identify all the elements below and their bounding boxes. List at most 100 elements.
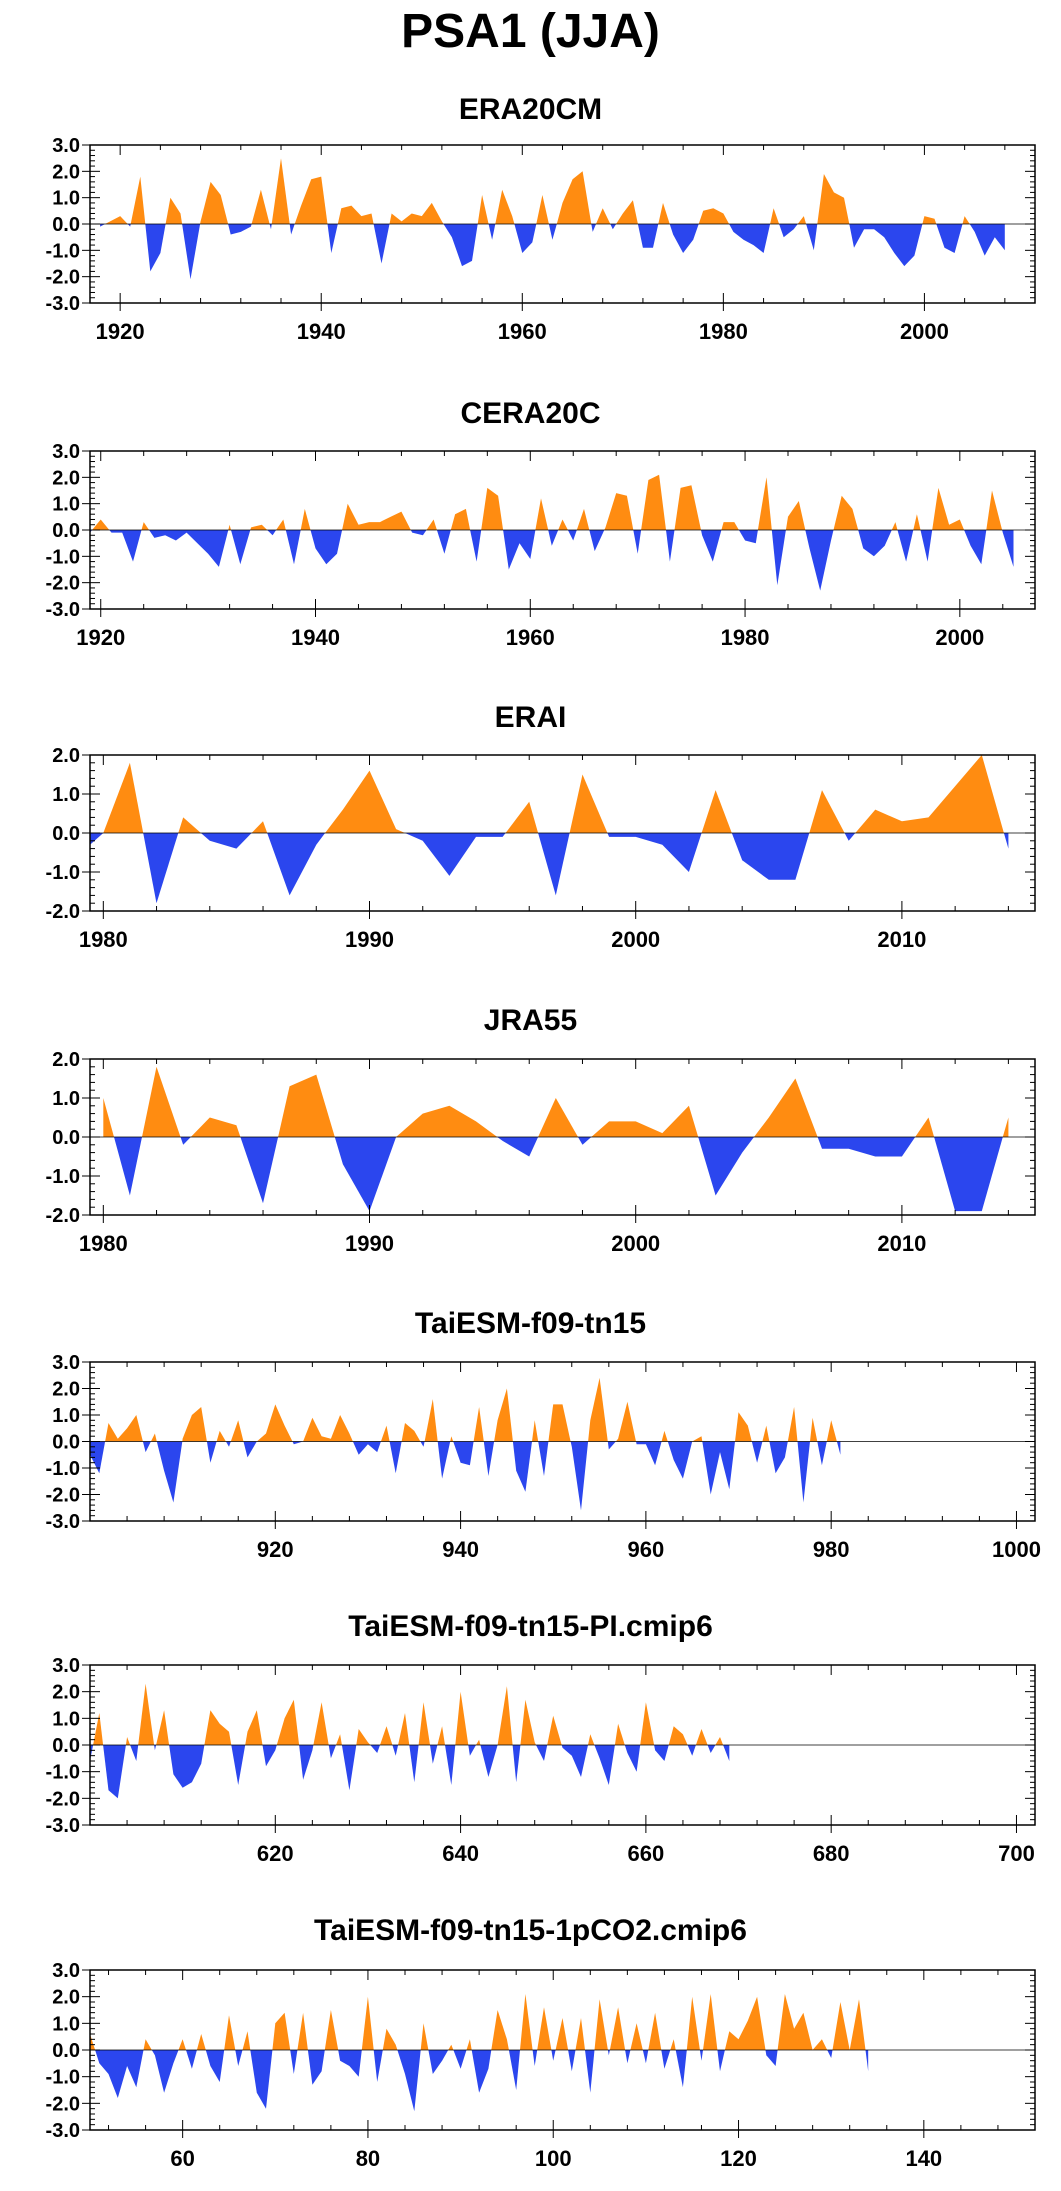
negative-area xyxy=(109,530,142,562)
y-tick-label: -1.0 xyxy=(46,546,80,568)
y-tick-label: 2.0 xyxy=(52,161,80,183)
negative-area xyxy=(567,530,577,541)
negative-area xyxy=(512,1441,532,1492)
negative-area xyxy=(405,833,506,876)
positive-area xyxy=(450,1436,454,1442)
positive-area xyxy=(103,762,144,833)
positive-area xyxy=(143,2039,152,2050)
y-tick-label: 2.0 xyxy=(52,1379,80,1401)
negative-area xyxy=(532,2050,538,2066)
positive-area xyxy=(648,2012,662,2050)
negative-area xyxy=(738,530,758,544)
negative-area xyxy=(267,530,277,536)
positive-area xyxy=(256,1404,293,1442)
negative-area xyxy=(578,1137,592,1145)
negative-area xyxy=(453,2050,467,2069)
positive-area xyxy=(614,1723,625,1745)
negative-area xyxy=(675,2050,687,2088)
positive-area xyxy=(150,1433,157,1442)
positive-area xyxy=(558,519,568,530)
negative-area xyxy=(503,530,536,570)
negative-area xyxy=(169,1745,205,1788)
x-tick-label: 660 xyxy=(628,1841,665,1866)
x-tick-label: 1940 xyxy=(291,625,340,650)
positive-area xyxy=(196,2034,206,2050)
positive-area xyxy=(668,1726,688,1745)
negative-area xyxy=(228,224,252,235)
positive-area xyxy=(686,1996,700,2050)
negative-area xyxy=(445,1745,456,1785)
positive-area xyxy=(448,2044,454,2050)
negative-area xyxy=(231,1745,246,1785)
y-tick-label: -1.0 xyxy=(46,240,80,262)
negative-area xyxy=(205,2050,225,2082)
negative-area xyxy=(267,833,326,896)
negative-area xyxy=(707,1745,716,1753)
positive-area xyxy=(426,519,437,530)
positive-area xyxy=(396,1105,498,1137)
positive-area xyxy=(520,1699,536,1745)
positive-area xyxy=(424,1399,438,1442)
positive-area xyxy=(556,171,592,224)
negative-area xyxy=(591,224,596,232)
positive-area xyxy=(278,1074,335,1137)
positive-area xyxy=(245,1710,263,1745)
negative-area xyxy=(667,1441,693,1479)
x-tick-label: 1000 xyxy=(992,1537,1041,1562)
x-tick-label: 140 xyxy=(905,2146,942,2171)
negative-area xyxy=(964,530,987,565)
positive-area xyxy=(575,2018,585,2050)
x-tick-label: 120 xyxy=(720,2146,757,2171)
positive-area xyxy=(735,1412,752,1442)
negative-area xyxy=(142,1441,151,1453)
panel-3: 2.0 1.0 0.0 -1.0 -2.0 1980 1990 2000 2010 xyxy=(46,1049,1036,1256)
negative-area xyxy=(1002,530,1014,567)
x-tick-label: 2000 xyxy=(611,927,660,952)
positive-area xyxy=(336,1734,342,1745)
panel-5: 3.0 2.0 1.0 0.0 -1.0 -2.0 -3.0 620 640 660 680 700 xyxy=(46,1655,1036,1866)
negative-area xyxy=(551,2050,556,2061)
y-tick-label: 3.0 xyxy=(52,1960,80,1982)
negative-area xyxy=(817,1441,827,1466)
positive-area xyxy=(762,1425,770,1442)
negative-area xyxy=(633,530,642,554)
x-tick-label: 1920 xyxy=(96,319,145,344)
positive-area xyxy=(537,2007,552,2050)
y-tick-label: -3.0 xyxy=(46,293,80,315)
positive-area xyxy=(93,1713,104,1745)
positive-area xyxy=(138,1683,155,1745)
negative-area xyxy=(666,530,675,562)
y-tick-label: -1.0 xyxy=(46,862,80,884)
negative-area xyxy=(897,530,914,562)
positive-area xyxy=(724,1996,766,2050)
positive-area xyxy=(251,189,270,224)
negative-area xyxy=(751,1441,763,1463)
positive-area xyxy=(182,1407,207,1442)
negative-area xyxy=(610,224,617,230)
positive-area xyxy=(228,524,231,530)
positive-area xyxy=(271,158,290,224)
negative-area xyxy=(328,1745,336,1759)
negative-area xyxy=(497,1137,539,1157)
negative-area xyxy=(90,1441,106,1474)
x-tick-label: 80 xyxy=(356,2146,380,2171)
positive-area xyxy=(630,2023,643,2050)
positive-area xyxy=(242,2031,251,2050)
positive-area xyxy=(276,1699,300,1745)
x-tick-label: 920 xyxy=(257,1537,294,1562)
negative-area xyxy=(844,833,856,841)
positive-area xyxy=(337,205,374,224)
negative-area xyxy=(352,1441,381,1455)
positive-area xyxy=(389,202,444,224)
x-tick-label: 980 xyxy=(813,1537,850,1562)
negative-area xyxy=(936,224,963,253)
negative-area xyxy=(483,1441,495,1476)
positive-area xyxy=(591,1105,699,1137)
negative-area xyxy=(143,833,179,904)
y-tick-label: -2.0 xyxy=(46,1205,80,1227)
positive-area xyxy=(491,2010,509,2050)
negative-area xyxy=(200,833,252,849)
positive-area xyxy=(922,216,937,224)
positive-area xyxy=(90,2034,96,2050)
positive-area xyxy=(569,774,608,833)
